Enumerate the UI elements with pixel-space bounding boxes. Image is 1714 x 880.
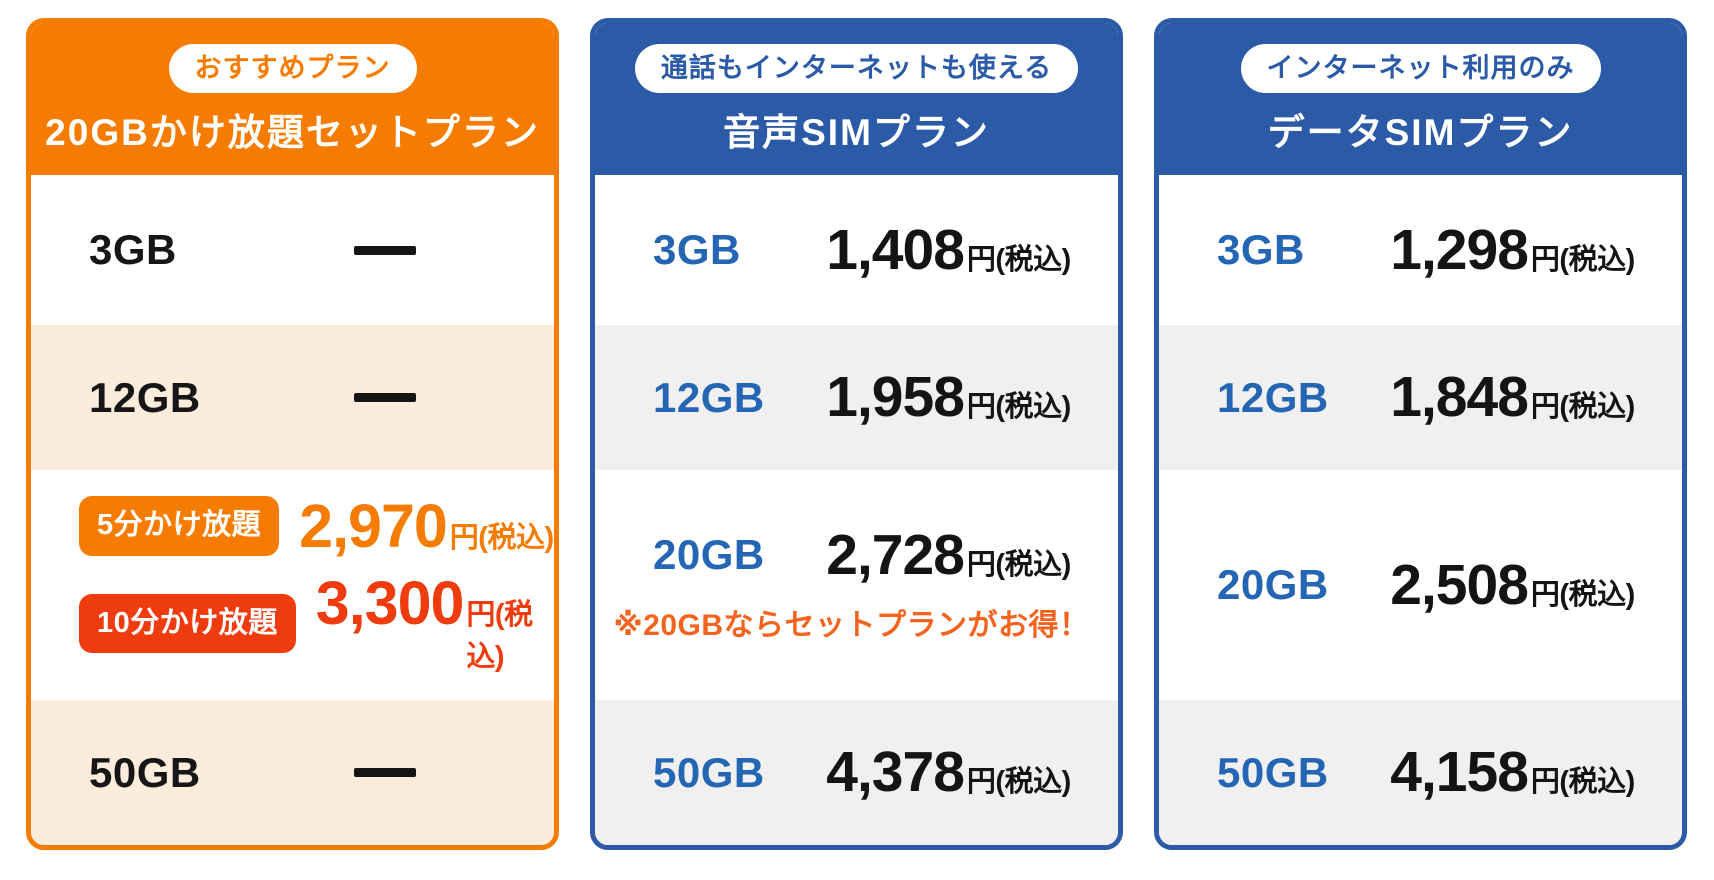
price-suffix: 円(税込) xyxy=(966,391,1071,423)
price-amount: 4,378 xyxy=(826,740,965,804)
row-value xyxy=(241,393,554,402)
row-value: 1,958 円(税込) xyxy=(805,369,1118,426)
data-amount-label: 20GB xyxy=(653,531,765,578)
data-amount-label: 3GB xyxy=(1217,226,1305,273)
card-voice-sim: 通話もインターネットも使える 音声SIMプラン 3GB 1,408 円(税込) … xyxy=(590,18,1123,850)
price-suffix: 円(税込) xyxy=(1530,766,1635,798)
price: 3,300 円(税込) xyxy=(315,568,554,675)
price-amount: 4,158 xyxy=(1390,740,1529,804)
set-plan-badge: おすすめプラン xyxy=(168,44,417,93)
voice-sim-row-50gb: 50GB 4,378 円(税込) xyxy=(595,700,1118,845)
voice-sim-row-3gb: 3GB 1,408 円(税込) xyxy=(595,175,1118,325)
price-amount: 1,408 xyxy=(826,217,965,282)
set-plan-row-50gb: 50GB xyxy=(31,700,554,845)
price-suffix: 円(税込) xyxy=(1530,578,1635,611)
card-data-sim: インターネット利用のみ データSIMプラン 3GB 1,298 円(税込) 12… xyxy=(1154,18,1687,850)
set-plan-row-3gb: 3GB xyxy=(31,175,554,325)
plan-cards: おすすめプラン 20GBかけ放題セットプラン 3GB 12GB 5分かけ放題 xyxy=(26,18,1687,850)
row-main: 20GB 2,728 円(税込) xyxy=(595,522,1118,587)
price: 2,970 円(税込) xyxy=(299,491,554,560)
voice-sim-title: 音声SIMプラン xyxy=(723,111,990,153)
dash-icon xyxy=(353,768,416,777)
row-value xyxy=(241,245,554,255)
price: 2,728 円(税込) xyxy=(826,522,1071,587)
data-sim-row-3gb: 3GB 1,298 円(税込) xyxy=(1159,175,1682,325)
price-amount: 3,300 xyxy=(315,568,465,637)
price-amount: 2,970 xyxy=(299,491,448,560)
data-amount-label: 50GB xyxy=(89,748,201,796)
voice-sim-row-20gb: 20GB 2,728 円(税込) ※20GBならセットプランがお得！ xyxy=(595,470,1118,700)
row-value: 2,728 円(税込) xyxy=(805,522,1118,587)
set-plan-title: 20GBかけ放題セットプラン xyxy=(45,111,540,153)
price: 4,158 円(税込) xyxy=(1390,740,1635,804)
data-amount-label: 12GB xyxy=(1217,373,1329,421)
voice-sim-badge: 通話もインターネットも使える xyxy=(634,44,1079,93)
price-suffix: 円(税込) xyxy=(1530,391,1635,423)
price-amount: 1,298 xyxy=(1390,217,1529,282)
dash-icon xyxy=(353,393,416,402)
price: 2,508 円(税込) xyxy=(1390,552,1635,617)
price-suffix: 円(税込) xyxy=(966,243,1071,276)
call-option-badge: 5分かけ放題 xyxy=(79,496,280,556)
price-amount: 2,728 xyxy=(826,522,965,587)
data-amount-label: 50GB xyxy=(1217,748,1329,796)
data-sim-header: インターネット利用のみ データSIMプラン xyxy=(1159,23,1682,175)
dash-icon xyxy=(353,245,416,255)
price-suffix: 円(税込) xyxy=(966,766,1071,798)
option-10min-unlimited: 10分かけ放題 3,300 円(税込) xyxy=(79,568,554,675)
price-suffix: 円(税込) xyxy=(1530,243,1635,276)
data-amount-label: 12GB xyxy=(653,373,765,421)
data-amount-label: 20GB xyxy=(1217,561,1329,608)
price-suffix: 円(税込) xyxy=(966,548,1071,581)
row-value: 1,848 円(税込) xyxy=(1369,369,1682,426)
price-suffix: 円(税込) xyxy=(449,521,554,554)
set-plan-call-options: 5分かけ放題 2,970 円(税込) 10分かけ放題 3,300 円(税込) xyxy=(31,470,554,700)
voice-sim-row-12gb: 12GB 1,958 円(税込) xyxy=(595,325,1118,470)
set-plan-header: おすすめプラン 20GBかけ放題セットプラン xyxy=(31,23,554,175)
price: 1,848 円(税込) xyxy=(1390,365,1635,429)
row-value: 4,158 円(税込) xyxy=(1369,744,1682,801)
data-sim-row-12gb: 12GB 1,848 円(税込) xyxy=(1159,325,1682,470)
set-plan-promo-note: ※20GBならセットプランがお得！ xyxy=(613,608,1090,642)
price: 4,378 円(税込) xyxy=(826,740,1071,804)
data-sim-title: データSIMプラン xyxy=(1267,111,1574,153)
price: 1,298 円(税込) xyxy=(1390,217,1635,282)
row-value: 4,378 円(税込) xyxy=(805,744,1118,801)
card-set-plan: おすすめプラン 20GBかけ放題セットプラン 3GB 12GB 5分かけ放題 xyxy=(26,18,559,850)
price-suffix: 円(税込) xyxy=(466,598,533,673)
price: 1,958 円(税込) xyxy=(826,365,1071,429)
data-amount-label: 3GB xyxy=(89,226,177,273)
call-option-badge: 10分かけ放題 xyxy=(79,593,296,654)
option-5min-unlimited: 5分かけ放題 2,970 円(税込) xyxy=(79,491,554,560)
row-value: 2,508 円(税込) xyxy=(1369,552,1682,617)
data-sim-row-20gb: 20GB 2,508 円(税込) xyxy=(1159,470,1682,700)
row-value: 1,408 円(税込) xyxy=(805,217,1118,282)
data-amount-label: 3GB xyxy=(653,226,741,273)
set-plan-row-12gb: 12GB xyxy=(31,325,554,470)
voice-sim-header: 通話もインターネットも使える 音声SIMプラン xyxy=(595,23,1118,175)
data-amount-label: 12GB xyxy=(89,373,201,421)
row-value: 1,298 円(税込) xyxy=(1369,217,1682,282)
price-amount: 2,508 xyxy=(1390,552,1529,617)
price-amount: 1,958 xyxy=(826,365,965,429)
price: 1,408 円(税込) xyxy=(826,217,1071,282)
data-amount-label: 50GB xyxy=(653,748,765,796)
data-sim-badge: インターネット利用のみ xyxy=(1240,44,1601,93)
row-value xyxy=(241,768,554,777)
data-sim-row-50gb: 50GB 4,158 円(税込) xyxy=(1159,700,1682,845)
price-amount: 1,848 xyxy=(1390,365,1529,429)
